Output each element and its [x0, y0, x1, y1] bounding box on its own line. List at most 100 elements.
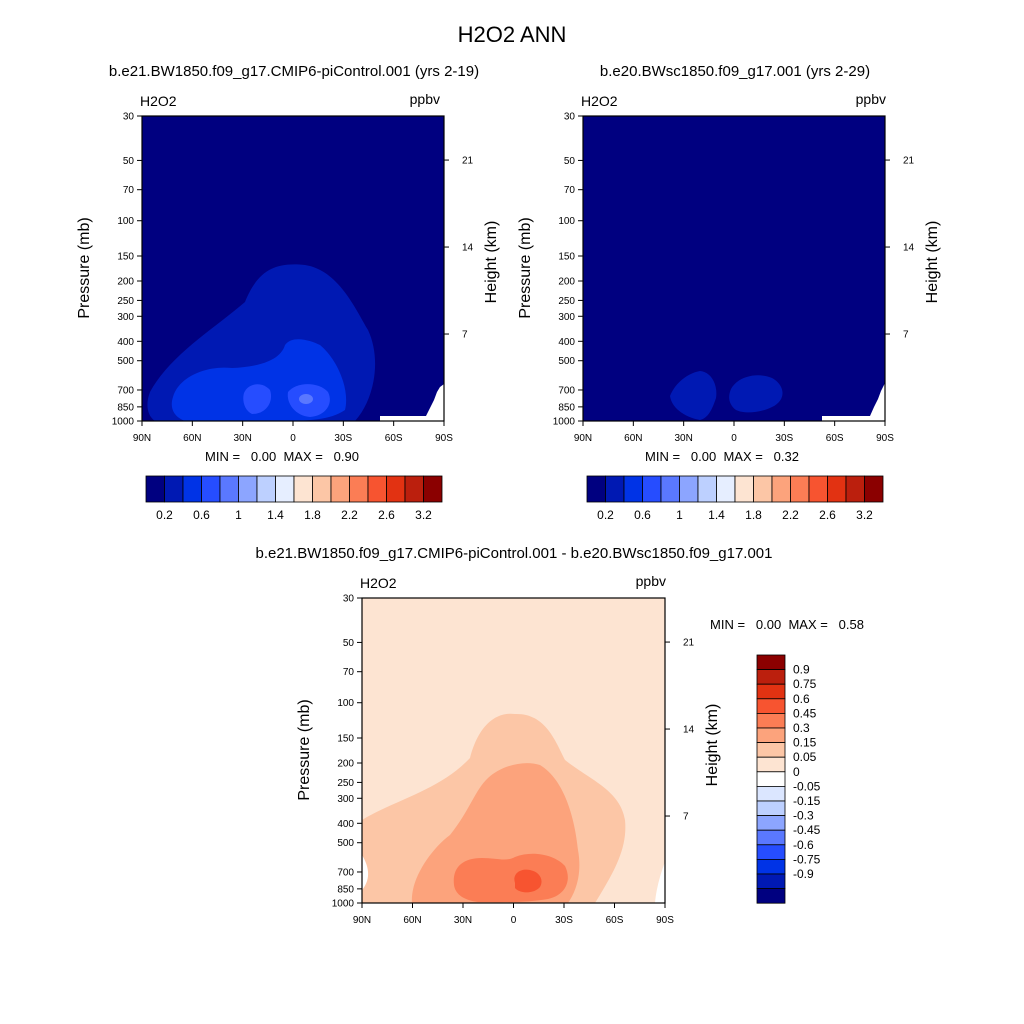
panel-c: b.e21.BW1850.f09_g17.CMIP6-piControl.001…: [255, 545, 863, 926]
colorbar-box: [864, 475, 884, 503]
colorbar-box: [660, 475, 680, 503]
colorbar-box: [164, 475, 184, 503]
colorbar-box: [756, 873, 786, 890]
colorbar-box: [349, 475, 369, 503]
panel-c-ylabel: Pressure (mb): [296, 699, 313, 800]
y-tick-label: 70: [564, 185, 576, 196]
colorbar-label: 0.2: [156, 508, 173, 522]
y-tick-label: 70: [123, 185, 135, 196]
panel-a-ylabel-right: Height (km): [483, 221, 500, 304]
panel-b-contour-0.2b: [729, 375, 783, 413]
colorbar-box: [756, 756, 786, 773]
panel-c-stats: MIN = 0.00 MAX = 0.58: [710, 617, 864, 632]
x-tick-label: 60N: [403, 915, 421, 926]
x-tick-label: 30N: [233, 433, 251, 444]
colorbar-box: [756, 859, 786, 875]
y-right-tick-label: 14: [462, 243, 474, 254]
colorbar-label: -0.15: [793, 794, 821, 808]
colorbar-label: 1.4: [267, 508, 284, 522]
y-tick-label: 200: [117, 277, 134, 288]
colorbar-label: -0.05: [793, 779, 821, 793]
panel-c-ylabel-right: Height (km): [704, 704, 721, 787]
panel-b-ylabel: Pressure (mb): [517, 217, 534, 318]
panel-a-contour-0.6a: [243, 384, 272, 414]
x-tick-label: 90N: [574, 433, 592, 444]
colorbar-box: [605, 475, 625, 503]
panel-b: b.e20.BWsc1850.f09_g17.001 (yrs 2-29) H2…: [517, 63, 941, 464]
y-tick-label: 250: [558, 296, 575, 307]
panel-b-variable: H2O2: [581, 93, 618, 109]
x-tick-label: 60S: [606, 915, 624, 926]
y-tick-label: 50: [123, 156, 135, 167]
y-tick-label: 1000: [553, 417, 576, 428]
x-tick-label: 30N: [454, 915, 472, 926]
y-tick-label: 100: [117, 216, 134, 227]
panel-a-ylabel: Pressure (mb): [76, 217, 93, 318]
panel-c-yaxis-right: 21 14 7: [665, 638, 695, 823]
x-tick-label: 0: [731, 433, 737, 444]
panel-a-contours: [142, 116, 444, 421]
colorbar-box: [808, 475, 828, 503]
y-tick-label: 100: [558, 216, 575, 227]
colorbar-label: 0: [793, 765, 800, 779]
y-tick-label: 700: [337, 867, 354, 878]
y-right-tick-label: 7: [683, 812, 689, 823]
colorbar-box: [756, 844, 786, 860]
panel-a-yaxis: 30 50 70 100 150 200 250 300 400 500 700 850 1000: [112, 112, 142, 428]
colorbar-box: [756, 669, 786, 685]
colorbar-box: [145, 475, 165, 503]
colorbar-box: [827, 475, 847, 503]
colorbar-label: 3.2: [415, 508, 432, 522]
colorbar-box: [642, 475, 662, 503]
panel-c-units: ppbv: [636, 573, 666, 589]
colorbar-label: -0.6: [793, 838, 814, 852]
y-right-tick-label: 14: [903, 243, 915, 254]
colorbar-box: [312, 475, 332, 503]
colorbar-box: [756, 742, 786, 758]
y-tick-label: 100: [337, 698, 354, 709]
y-tick-label: 300: [117, 312, 134, 323]
y-right-tick-label: 21: [683, 638, 695, 649]
y-tick-label: 30: [343, 594, 355, 605]
colorbar-box: [386, 475, 406, 503]
colorbar-box: [756, 786, 786, 802]
y-tick-label: 850: [337, 884, 354, 895]
colorbar-label: 0.6: [793, 692, 810, 706]
colorbar-box: [756, 698, 786, 714]
y-tick-label: 30: [564, 112, 576, 123]
x-tick-label: 90N: [133, 433, 151, 444]
panel-b-xaxis: 90N 60N 30N 0 30S 60S 90S: [574, 421, 894, 444]
panel-c-title: b.e21.BW1850.f09_g17.CMIP6-piControl.001…: [255, 545, 772, 562]
panel-a-variable: H2O2: [140, 93, 177, 109]
panel-b-missing-region: [822, 383, 885, 421]
panel-c-contours: [362, 598, 665, 903]
panel-b-ylabel-right: Height (km): [924, 221, 941, 304]
panel-b-yaxis: 30 50 70 100 150 200 250 300 400 500 700 850 1000: [553, 112, 583, 428]
colorbar-box: [771, 475, 791, 503]
panel-a-units: ppbv: [410, 91, 440, 107]
y-tick-label: 300: [558, 312, 575, 323]
panel-b-fill-lt02: [583, 116, 885, 421]
y-tick-label: 500: [558, 356, 575, 367]
colorbar-label: 0.15: [793, 736, 817, 750]
y-tick-label: 850: [558, 402, 575, 413]
y-tick-label: 250: [337, 778, 354, 789]
colorbar-label: 1.8: [304, 508, 321, 522]
colorbar-box: [275, 475, 295, 503]
panel-a-yaxis-right: 21 14 7: [444, 156, 474, 341]
x-tick-label: 0: [290, 433, 296, 444]
y-tick-label: 700: [117, 385, 134, 396]
panel-b-contour-0.2a: [670, 371, 717, 420]
y-tick-label: 50: [343, 638, 355, 649]
colorbar-label: 0.9: [793, 663, 810, 677]
panel-a-stats: MIN = 0.00 MAX = 0.90: [205, 449, 359, 464]
y-tick-label: 400: [117, 337, 134, 348]
y-tick-label: 850: [117, 402, 134, 413]
y-tick-label: 500: [117, 356, 134, 367]
panel-a-xaxis: 90N 60N 30N 0 30S 60S 90S: [133, 421, 453, 444]
panel-c-xaxis: 90N 60N 30N 0 30S 60S 90S: [353, 903, 674, 926]
x-tick-label: 60N: [624, 433, 642, 444]
colorbar-box: [697, 475, 717, 503]
panel-b-yaxis-right: 21 14 7: [885, 156, 915, 341]
